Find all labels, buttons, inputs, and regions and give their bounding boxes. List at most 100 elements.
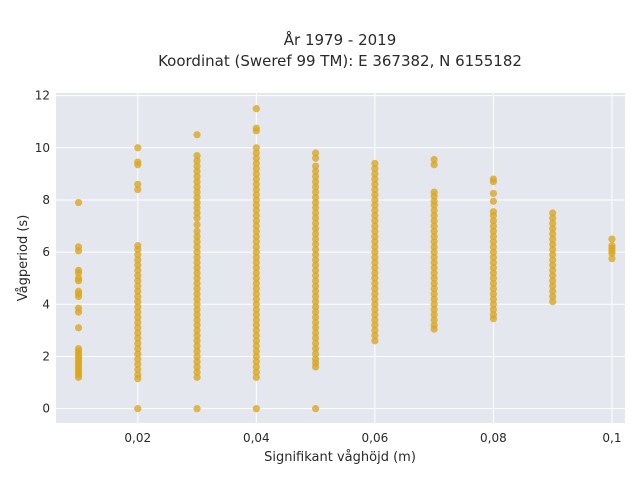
data-point [312,193,320,201]
data-point [489,279,498,288]
data-point [371,232,379,241]
data-point [252,290,260,298]
data-points [74,105,616,413]
data-point [430,161,438,169]
data-point [371,290,379,298]
data-point [134,339,142,348]
data-point [312,183,320,191]
data-point [312,240,320,248]
data-point [489,295,498,303]
data-point [312,172,320,181]
data-point [252,405,260,413]
data-point [312,272,320,280]
data-point [193,316,201,324]
data-point [134,329,142,337]
data-point [252,243,260,251]
data-point [312,261,320,269]
data-point [134,375,142,383]
data-point [193,232,201,241]
data-point [489,197,498,205]
data-point [430,269,438,277]
data-point [193,172,201,181]
data-point [193,167,201,175]
chart-title-line-1: År 1979 - 2019 [284,30,397,49]
data-point [252,238,260,246]
data-point [312,313,320,321]
data-point [252,269,260,277]
x-axis-title: Signifikant våghöjd (m) [264,450,416,465]
data-point [312,339,320,348]
data-point [489,253,498,261]
data-point [252,363,260,371]
data-point [489,315,498,323]
data-point [549,298,557,306]
data-point [371,326,379,334]
data-point [252,373,260,381]
data-point [134,272,142,280]
data-point [252,217,260,225]
data-point [193,305,201,314]
data-point [371,285,379,293]
data-point [193,326,201,334]
data-point [312,329,320,337]
data-point [489,217,498,225]
x-tick-label: 0,08 [480,431,507,445]
data-point [489,285,498,293]
data-point [193,198,201,207]
data-point [193,183,201,191]
data-point [371,264,379,272]
data-point [252,332,260,340]
data-point [371,279,379,288]
data-point [74,324,83,332]
data-point [371,274,379,282]
data-point [371,227,379,235]
data-point [312,209,320,217]
data-point [489,243,498,251]
data-point [489,212,498,220]
data-point [489,269,498,277]
data-point [608,255,616,263]
data-point [312,298,320,306]
data-point [134,303,142,311]
data-point [371,165,379,173]
data-point [134,256,142,264]
data-point [430,279,438,288]
data-point [252,305,260,314]
data-point [489,274,498,282]
data-point [252,185,260,194]
data-point [252,316,260,324]
data-point [134,360,142,368]
data-point [430,305,438,314]
data-point [252,352,260,361]
data-point [371,201,379,209]
data-point [252,311,260,319]
data-point [252,264,260,272]
data-point [371,243,379,251]
data-point [489,290,498,298]
data-point [430,155,438,164]
data-point [74,308,83,316]
data-point [430,206,438,214]
data-point [134,313,142,321]
data-point [371,337,379,345]
data-point [193,368,201,376]
data-point [193,188,201,196]
data-point [549,272,557,280]
data-point [608,249,616,258]
data-point [608,235,616,243]
data-point [549,287,557,295]
data-point [193,285,201,293]
data-point [252,347,260,355]
data-point [371,217,379,225]
data-point [549,277,557,285]
data-point [252,159,260,168]
data-point [371,269,379,277]
data-point [430,217,438,225]
data-point [74,269,83,277]
data-point [74,373,83,381]
data-point [193,290,201,298]
data-point [430,227,438,235]
data-point [371,300,379,308]
data-point [252,165,260,173]
